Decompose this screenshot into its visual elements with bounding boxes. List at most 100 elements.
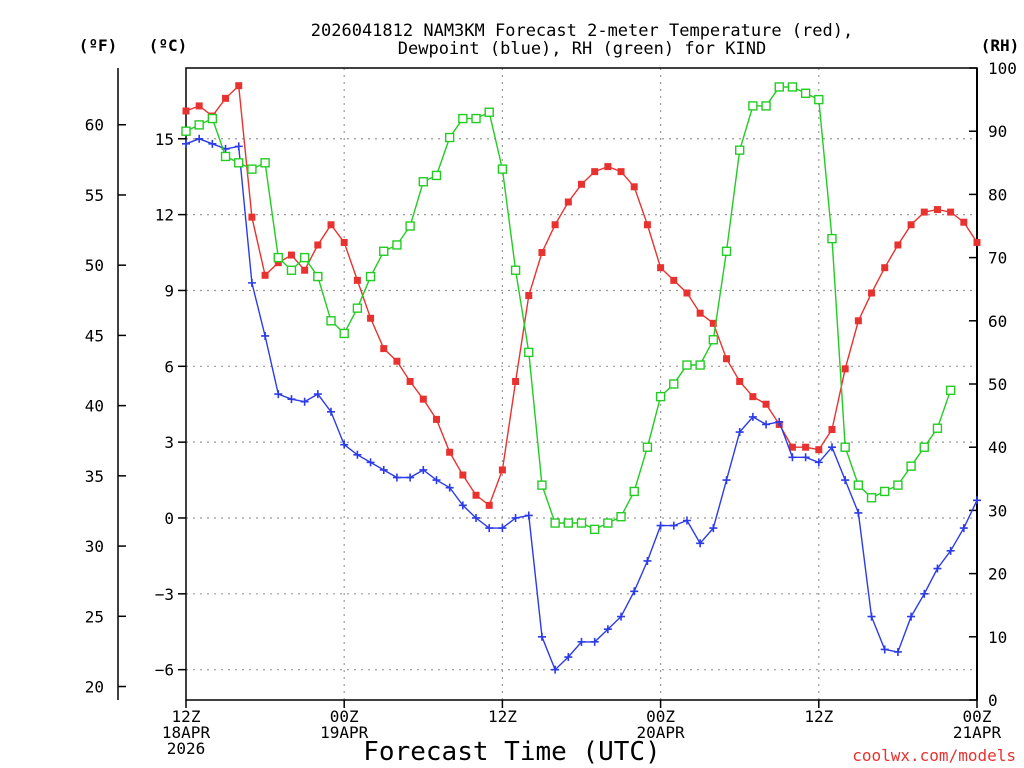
temperature-point [973, 238, 981, 246]
relative-humidity-point [880, 486, 890, 497]
dewpoint-point [524, 511, 533, 520]
temperature-point [670, 276, 678, 284]
relative-humidity-point [299, 252, 310, 263]
temperature-point [604, 163, 612, 171]
temperature-point [881, 264, 889, 272]
relative-humidity-point [655, 391, 666, 402]
rh-tick-label: 10 [988, 628, 1007, 647]
relative-humidity-point [260, 158, 270, 168]
relative-humidity-point [313, 271, 323, 282]
chart-title-line-2: Dewpoint (blue), RH (green) for KIND [398, 39, 766, 59]
relative-humidity-point [510, 265, 521, 275]
dewpoint-point [472, 513, 481, 522]
temperature-point [538, 249, 546, 257]
relative-humidity-point [405, 221, 415, 231]
fahrenheit-tick-label: 50 [85, 256, 104, 275]
temperature-point [446, 448, 454, 456]
celsius-tick-label: 15 [155, 130, 174, 149]
dewpoint-point [182, 139, 190, 148]
temperature-point [683, 289, 691, 297]
temperature-point [868, 289, 876, 297]
temperature-point [235, 82, 243, 90]
relative-humidity-point [669, 379, 679, 389]
temperature-point [854, 317, 862, 325]
dewpoint-point [485, 524, 494, 533]
dewpoint-point [827, 443, 836, 452]
temperature-point [643, 221, 651, 229]
fahrenheit-tick-label: 55 [85, 186, 104, 205]
dewpoint-point [287, 395, 296, 404]
dewpoint-point [722, 476, 731, 485]
relative-humidity-point [906, 461, 916, 471]
dewpoint-point [537, 632, 546, 641]
dewpoint-point [340, 440, 349, 449]
temperature-point [485, 501, 493, 509]
relative-humidity-point [589, 524, 600, 535]
relative-humidity-point [682, 360, 692, 370]
x-tick-label: 19APR [320, 723, 369, 742]
relative-humidity-point [748, 101, 758, 111]
celsius-tick-label: 6 [164, 357, 174, 376]
temperature-point [406, 377, 414, 385]
dewpoint-point [669, 521, 678, 530]
rh-tick-label: 80 [988, 185, 1007, 204]
temperature-point [393, 357, 401, 365]
relative-humidity-point [814, 94, 824, 105]
relative-humidity-point [708, 335, 719, 345]
relative-humidity-point [827, 233, 837, 244]
dewpoint-point [603, 625, 612, 634]
dewpoint-point [762, 420, 771, 429]
temperature-point [327, 221, 335, 229]
watermark: coolwx.com/models [852, 746, 1016, 765]
temperature-point [788, 443, 796, 451]
temperature-point [459, 471, 467, 479]
temperature-point [274, 259, 282, 267]
temperature-point [933, 206, 941, 214]
dewpoint-point [261, 331, 270, 340]
temperature-point [696, 309, 704, 317]
chart-title-line-1: 2026041812 NAM3KM Forecast 2-meter Tempe… [311, 21, 853, 41]
dewpoint-point [880, 645, 889, 654]
temperature-point [301, 266, 309, 274]
temperature-point [815, 446, 823, 454]
rh-tick-label: 60 [988, 312, 1007, 331]
relative-humidity-point [840, 442, 850, 452]
dewpoint-point [854, 508, 863, 517]
x-tick-label: 00Z [646, 707, 675, 726]
x-tick-label: 00Z [330, 707, 359, 726]
temperature-point [182, 107, 190, 115]
rh-tick-label: 50 [988, 375, 1007, 394]
x-tick-label: 00Z [963, 707, 992, 726]
x-axis-title: Forecast Time (UTC) [363, 737, 660, 767]
gridlines [186, 68, 977, 700]
temperature-point [841, 365, 849, 373]
relative-humidity-point [365, 271, 376, 282]
fahrenheit-unit-label: (ºF) [79, 36, 118, 55]
x-tick-label: 21APR [953, 723, 1002, 742]
relative-humidity-point [352, 303, 363, 313]
rh-unit-label: (RH) [981, 36, 1020, 55]
dewpoint-point [893, 647, 902, 656]
relative-humidity-point [603, 518, 613, 528]
dewpoint-point [946, 546, 955, 555]
celsius-tick-label: 9 [164, 281, 174, 300]
dewpoint-point [959, 524, 968, 533]
temperature-point [828, 426, 836, 434]
dewpoint-point [564, 653, 573, 662]
x-tick-label: 12Z [172, 707, 201, 726]
temperature-point [894, 241, 902, 249]
dewpoint-point [234, 142, 243, 151]
dewpoint-point [907, 612, 916, 621]
rh-tick-label: 40 [988, 438, 1007, 457]
dewpoint-point [274, 390, 283, 399]
relative-humidity-point [497, 164, 508, 174]
temperature-point [630, 183, 638, 191]
temperature-point [657, 264, 665, 272]
rh-tick-label: 30 [988, 501, 1007, 520]
dewpoint-point [867, 612, 876, 621]
fahrenheit-tick-label: 25 [85, 607, 104, 626]
relative-humidity-point [537, 480, 547, 490]
temperature-point [736, 377, 744, 385]
temperature-point [353, 276, 361, 284]
